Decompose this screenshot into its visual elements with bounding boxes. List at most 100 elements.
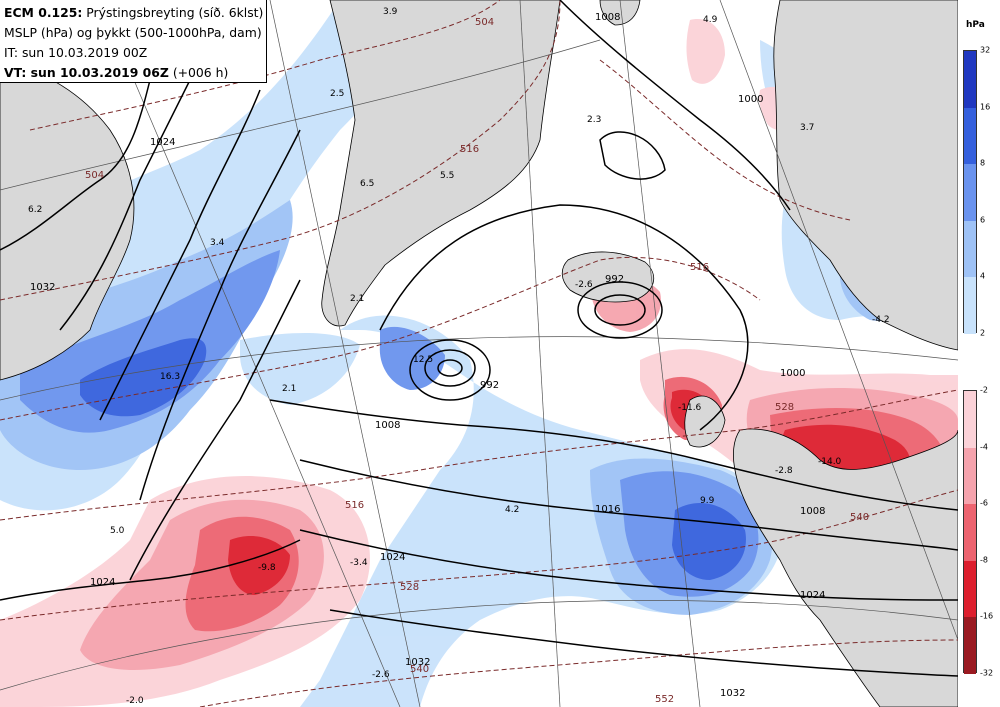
legend-tick-label: 4 [980, 271, 986, 281]
tendency-value: 9.9 [700, 496, 715, 506]
thickness-label: 540 [410, 664, 429, 675]
thickness-label: 516 [460, 144, 479, 155]
tendency-value: 6.5 [360, 179, 374, 189]
isobar-label: 1032 [720, 688, 745, 699]
land-masses [0, 0, 958, 707]
legend-tick-label: 32 [980, 45, 991, 55]
legend-color-segment [964, 51, 976, 108]
tendency-value: 4.9 [703, 15, 718, 25]
thickness-label: 516 [690, 262, 709, 273]
isobar-label: 1024 [380, 552, 405, 563]
tendency-value: -2.6 [372, 670, 390, 680]
pressure-tendency-map: 1024 1032 1024 1008 992 992 1016 1000 10… [0, 0, 958, 707]
legend-tick-label: -6 [980, 498, 988, 508]
isobar-label: 992 [480, 380, 499, 391]
tendency-value: 2.1 [282, 384, 296, 394]
isobar-label: 1008 [595, 12, 620, 23]
legend-color-segment [964, 447, 976, 505]
title-line: ECM 0.125: Prýstingsbreyting (síð. 6klst… [4, 3, 266, 23]
europe [733, 428, 958, 707]
isobar-label: 1016 [595, 504, 620, 515]
north-america [0, 59, 135, 381]
thickness-contours [0, 0, 958, 707]
legend-color-segment [964, 560, 976, 618]
legend-color-segment [964, 107, 976, 165]
tendency-value: 16.3 [160, 372, 180, 382]
isobar-label: 1000 [780, 368, 805, 379]
thickness-label: 504 [85, 170, 104, 181]
tendency-value: -2.6 [575, 280, 593, 290]
thickness-label: 552 [655, 694, 674, 705]
valid-time-line: VT: sun 10.03.2019 06Z (+006 h) [4, 63, 266, 83]
tendency-value: -14.0 [818, 457, 842, 467]
isobar-label: 1000 [738, 94, 763, 105]
rise-color-scale [963, 50, 977, 334]
legend-tick-label: 6 [980, 215, 986, 225]
legend-color-segment [964, 504, 976, 561]
tendency-value: -3.4 [350, 558, 368, 568]
legend-tick-label: 8 [980, 158, 986, 168]
isobar-label: 992 [605, 274, 624, 285]
tendency-value: 2.5 [330, 89, 344, 99]
scandinavia [773, 0, 958, 351]
tendency-value: -4.2 [872, 315, 890, 325]
tendency-value: -9.8 [258, 563, 276, 573]
tendency-value: -2.8 [775, 466, 793, 476]
isobar-label: 1008 [375, 420, 400, 431]
legend-tick-label: -32 [980, 668, 994, 678]
svalbard [599, 0, 641, 26]
legend-tick-label: -16 [980, 611, 994, 621]
legend-tick-label: 16 [980, 102, 991, 112]
isobar-label: 1024 [90, 577, 115, 588]
legend-tick-label: -4 [980, 442, 988, 452]
legend-color-segment [964, 164, 976, 221]
legend-color-segment [964, 391, 976, 448]
legend-tick-label: -8 [980, 555, 988, 565]
greenland [321, 0, 561, 327]
tendency-value: 2.3 [587, 115, 601, 125]
thickness-labels: 504 516 528 540 552 516 528 540 504 516 [85, 17, 869, 705]
isobars [0, 0, 958, 677]
thickness-label: 528 [775, 402, 794, 413]
legend-unit: hPa [966, 20, 985, 30]
tendency-value: -11.6 [678, 403, 702, 413]
fall-color-scale [963, 390, 977, 674]
init-time: IT: sun 10.03.2019 00Z [4, 45, 148, 60]
legend-tick-label: -2 [980, 385, 988, 395]
tendency-value: 12.5 [413, 355, 433, 365]
tendency-value: 3.9 [383, 7, 398, 17]
thickness-label: 528 [400, 582, 419, 593]
isobar-label: 1032 [30, 282, 55, 293]
tendency-value: 5.0 [110, 526, 125, 536]
tendency-value: -2.0 [126, 696, 144, 706]
legend-color-segment [964, 277, 976, 334]
tendency-values: 3.9 4.9 6.2 2.5 6.5 5.5 2.3 3.7 3.4 2.1 … [28, 7, 890, 706]
british-isles [684, 395, 726, 448]
map-subtitle: MSLP (hPa) og þykkt (500-1000hPa, dam) [4, 25, 262, 40]
isobar-label: 1032 [405, 657, 430, 668]
isobar-label: 1008 [800, 506, 825, 517]
color-legend: hPa 32 16 8 6 4 2 -2 -4 -6 -8 -16 -32 [958, 0, 1000, 707]
tendency-value: 3.4 [210, 238, 225, 248]
legend-color-segment [964, 617, 976, 674]
iceland [561, 251, 655, 303]
forecast-lead: (+006 h) [168, 65, 229, 80]
valid-time: VT: sun 10.03.2019 06Z [4, 65, 169, 80]
map-title: Prýstingsbreyting (síð. 6klst) [82, 5, 264, 20]
legend-tick-label: 2 [980, 328, 986, 338]
legend-color-segment [964, 220, 976, 278]
thickness-label: 516 [345, 500, 364, 511]
tendency-value: 6.2 [28, 205, 42, 215]
tendency-value: 2.1 [350, 294, 364, 304]
map-header: ECM 0.125: Prýstingsbreyting (síð. 6klst… [0, 0, 267, 83]
isobar-label: 1024 [150, 137, 175, 148]
thickness-label: 504 [475, 17, 494, 28]
tendency-value: 5.5 [440, 171, 454, 181]
isobar-label: 1024 [800, 590, 825, 601]
model-name: ECM 0.125: [4, 5, 83, 20]
isobar-labels: 1024 1032 1024 1008 992 992 1016 1000 10… [30, 12, 825, 699]
thickness-label: 540 [850, 512, 869, 523]
tendency-value: 3.7 [800, 123, 814, 133]
tendency-value: 4.2 [505, 505, 519, 515]
